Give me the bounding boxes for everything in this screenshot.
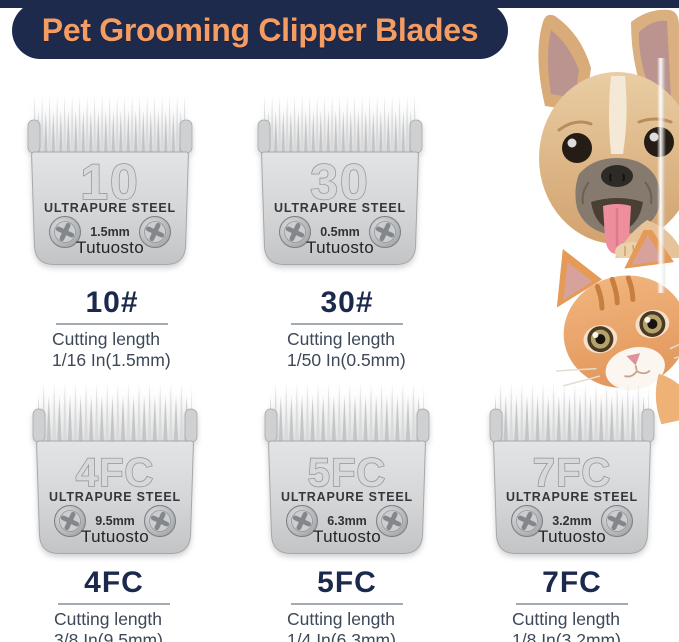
clipper-blade-4fc: 4FC ULTRAPURE STEEL 9.5mm Tutuosto (30, 383, 200, 561)
screw-icon (279, 216, 311, 248)
blade-teeth (264, 384, 430, 443)
screw-icon (286, 505, 318, 537)
screw-icon (511, 505, 543, 537)
divider (58, 603, 170, 605)
blade-steel-label: ULTRAPURE STEEL (274, 201, 406, 215)
cutting-length-value: 3/8 In(9.5mm) (54, 629, 163, 642)
blade-spec-5fc: 5FC Cutting length 1/4 In(6.3mm) (262, 566, 432, 642)
blade-number-engraving: 7FC (533, 451, 612, 495)
blade-size-mm: 0.5mm (320, 225, 360, 239)
blade-brand: Tutuosto (306, 238, 374, 257)
screw-icon (369, 216, 401, 248)
cutting-length-label: Cutting length (287, 329, 395, 349)
cutting-length-label: Cutting length (512, 609, 620, 629)
blade-brand: Tutuosto (313, 527, 381, 546)
blade-number-engraving: 4FC (76, 451, 155, 495)
blade-4fc-image: 4FC ULTRAPURE STEEL 9.5mm Tutuosto (32, 384, 198, 554)
cutting-length-label: Cutting length (287, 609, 395, 629)
clipper-blade-7fc: 7FC ULTRAPURE STEEL 3.2mm Tutuosto (487, 383, 657, 561)
divider (291, 323, 403, 325)
cutting-length-value: 1/8 In(3.2mm) (512, 629, 621, 642)
blade-spec-10: 10# Cutting length 1/16 In(1.5mm) (27, 286, 197, 370)
blade-spec-title: 30# (320, 286, 374, 319)
divider (516, 603, 628, 605)
blade-number-engraving: 30 (310, 154, 370, 210)
divider (56, 323, 168, 325)
blade-number-engraving: 5FC (308, 451, 387, 495)
divider (291, 603, 403, 605)
blade-spec-4fc: 4FC Cutting length 3/8 In(9.5mm) (29, 566, 199, 642)
blade-spec-title: 7FC (542, 566, 602, 599)
french-bulldog-photo (538, 9, 679, 258)
blade-teeth (257, 95, 423, 154)
clipper-blade-5fc: 5FC ULTRAPURE STEEL 6.3mm Tutuosto (262, 383, 432, 561)
blade-brand: Tutuosto (81, 527, 149, 546)
blade-number-engraving: 10 (80, 154, 140, 210)
blade-brand: Tutuosto (76, 238, 144, 257)
page-title: Pet Grooming Clipper Blades (41, 12, 479, 48)
screw-icon (601, 505, 633, 537)
blade-spec-7fc: 7FC Cutting length 1/8 In(3.2mm) (487, 566, 657, 642)
blade-teeth (489, 384, 655, 443)
blade-steel-label: ULTRAPURE STEEL (281, 490, 413, 504)
orange-kitten-photo (555, 230, 679, 425)
blade-size-mm: 9.5mm (95, 514, 135, 528)
clipper-blade-30: 30 ULTRAPURE STEEL 0.5mm Tutuosto (255, 94, 425, 272)
blade-steel-label: ULTRAPURE STEEL (44, 201, 176, 215)
screw-icon (49, 216, 81, 248)
blade-steel-label: ULTRAPURE STEEL (49, 490, 181, 504)
cutting-length-value: 1/4 In(6.3mm) (287, 629, 396, 642)
clipper-blade-10: 10 ULTRAPURE STEEL 1.5mm Tutuosto (25, 94, 195, 272)
screw-icon (144, 505, 176, 537)
screw-icon (139, 216, 171, 248)
blade-7fc-image: 7FC ULTRAPURE STEEL 3.2mm Tutuosto (489, 384, 655, 554)
cutting-length-label: Cutting length (54, 609, 162, 629)
cutting-length-value: 1/50 In(0.5mm) (287, 349, 406, 370)
title-banner: Pet Grooming Clipper Blades (12, 2, 508, 59)
blade-5fc-image: 5FC ULTRAPURE STEEL 6.3mm Tutuosto (264, 384, 430, 554)
cutting-length-value: 1/16 In(1.5mm) (52, 349, 171, 370)
blade-size-mm: 6.3mm (327, 514, 367, 528)
blade-spec-title: 10# (85, 286, 139, 319)
blade-30-image: 30 ULTRAPURE STEEL 0.5mm Tutuosto (257, 95, 423, 265)
screw-icon (376, 505, 408, 537)
blade-10-image: 10 ULTRAPURE STEEL 1.5mm Tutuosto (27, 95, 193, 265)
page-edge-highlight (657, 58, 666, 293)
blade-brand: Tutuosto (538, 527, 606, 546)
screw-icon (54, 505, 86, 537)
blade-teeth (27, 95, 193, 154)
blade-size-mm: 3.2mm (552, 514, 592, 528)
blade-size-mm: 1.5mm (90, 225, 130, 239)
cutting-length-label: Cutting length (52, 329, 160, 349)
blade-spec-30: 30# Cutting length 1/50 In(0.5mm) (262, 286, 432, 370)
blade-steel-label: ULTRAPURE STEEL (506, 490, 638, 504)
blade-teeth (32, 384, 198, 443)
blade-spec-title: 5FC (317, 566, 377, 599)
blade-spec-title: 4FC (84, 566, 144, 599)
